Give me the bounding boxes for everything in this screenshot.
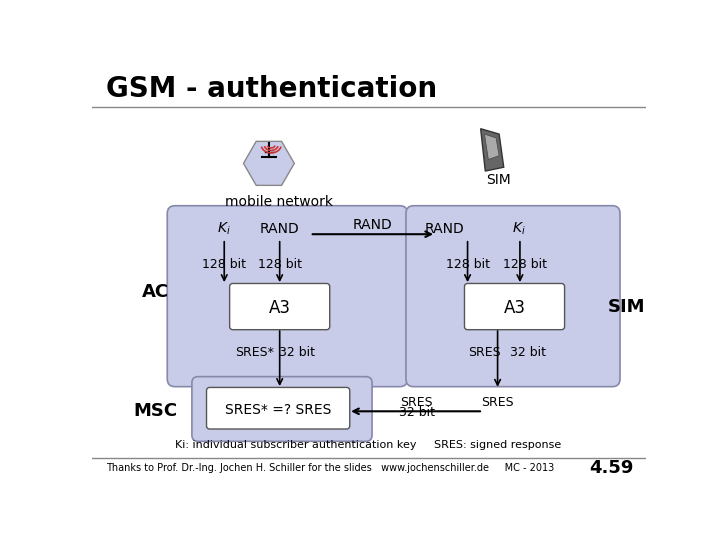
Text: 128 bit: 128 bit — [258, 259, 302, 272]
Text: 128 bit: 128 bit — [446, 259, 490, 272]
Text: SRES: SRES — [468, 346, 501, 359]
Text: SRES: SRES — [481, 396, 514, 409]
Text: Thanks to Prof. Dr.-Ing. Jochen H. Schiller for the slides   www.jochenschiller.: Thanks to Prof. Dr.-Ing. Jochen H. Schil… — [106, 462, 554, 472]
Text: RAND: RAND — [425, 222, 464, 236]
FancyBboxPatch shape — [167, 206, 408, 387]
Text: RAND: RAND — [260, 222, 300, 236]
Text: SIM: SIM — [486, 173, 510, 187]
FancyBboxPatch shape — [192, 377, 372, 441]
Polygon shape — [481, 129, 504, 171]
Text: SRES* =? SRES: SRES* =? SRES — [225, 403, 331, 417]
Text: $K_i$: $K_i$ — [217, 221, 231, 237]
Text: 32 bit: 32 bit — [279, 346, 315, 359]
Text: SRES: SRES — [400, 396, 433, 409]
Text: $K_i$: $K_i$ — [511, 221, 526, 237]
Text: MSC: MSC — [134, 402, 178, 420]
Text: Ki: individual subscriber authentication key     SRES: signed response: Ki: individual subscriber authentication… — [175, 440, 561, 450]
Text: 4.59: 4.59 — [590, 458, 634, 476]
Text: RAND: RAND — [353, 218, 392, 232]
FancyBboxPatch shape — [464, 284, 564, 330]
Text: SIM: SIM — [608, 298, 645, 316]
Text: A3: A3 — [503, 299, 526, 317]
FancyBboxPatch shape — [207, 387, 350, 429]
FancyBboxPatch shape — [406, 206, 620, 387]
Text: mobile network: mobile network — [225, 195, 333, 209]
FancyBboxPatch shape — [230, 284, 330, 330]
Text: 32 bit: 32 bit — [510, 346, 546, 359]
Text: GSM - authentication: GSM - authentication — [106, 76, 437, 104]
Text: 128 bit: 128 bit — [202, 259, 246, 272]
Text: 32 bit: 32 bit — [399, 406, 435, 420]
Text: AC: AC — [142, 283, 169, 301]
Text: SRES*: SRES* — [235, 346, 274, 359]
Text: A3: A3 — [269, 299, 291, 317]
Polygon shape — [485, 134, 499, 159]
Text: 128 bit: 128 bit — [503, 259, 547, 272]
